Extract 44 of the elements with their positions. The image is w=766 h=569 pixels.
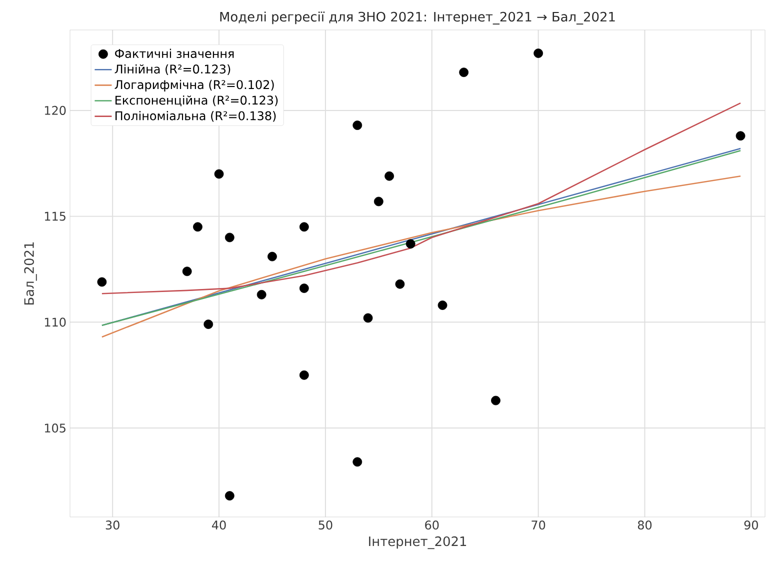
legend-label: Фактичні значення (115, 48, 234, 58)
point (193, 222, 202, 232)
point (268, 252, 277, 262)
point (299, 370, 309, 380)
point (214, 169, 224, 179)
point (534, 48, 544, 58)
x-tick-label: 90 (744, 520, 758, 530)
legend-label: Поліноміальна (R²=0.138) (116, 111, 276, 122)
y-tick-label: 105 (44, 424, 66, 433)
y-tick-label: 110 (44, 318, 66, 327)
point (256, 290, 266, 300)
chart-title: Моделі регресії для ЗНО 2021: Інтернет_2021 → Бал_2021 (220, 12, 615, 24)
x-axis-title: Інтернет_2021 (369, 536, 466, 550)
x-tick-label: 60 (425, 520, 439, 530)
point (438, 300, 448, 310)
x-tick-label: 30 (106, 520, 120, 530)
x-tick-label: 80 (638, 520, 652, 530)
y-axis-title: Бал_2021 (24, 242, 37, 304)
legend-label: Логарифмічна (R²=0.102) (114, 80, 274, 92)
y-tick-label: 120 (44, 106, 66, 115)
point (224, 232, 234, 242)
point (204, 320, 214, 329)
x-tick-label: 40 (212, 520, 226, 530)
x-tick-label: 70 (532, 520, 546, 530)
legend-label: Експоненційна (R²=0.123) (116, 95, 278, 106)
point (406, 239, 416, 249)
point (384, 171, 394, 181)
point (97, 277, 107, 287)
point (459, 68, 469, 78)
point (224, 491, 234, 501)
point (491, 396, 500, 406)
point (374, 196, 384, 206)
point (352, 457, 362, 467)
point (736, 131, 746, 141)
legend-label: Лінійна (R²=0.123) (114, 64, 230, 76)
point (182, 266, 192, 276)
point (363, 313, 373, 323)
x-tick-label: 50 (318, 520, 332, 530)
point (299, 222, 309, 232)
y-tick-label: 115 (44, 212, 66, 221)
point (299, 284, 309, 294)
point (395, 279, 405, 289)
point (352, 120, 362, 130)
line-series (101, 175, 742, 338)
